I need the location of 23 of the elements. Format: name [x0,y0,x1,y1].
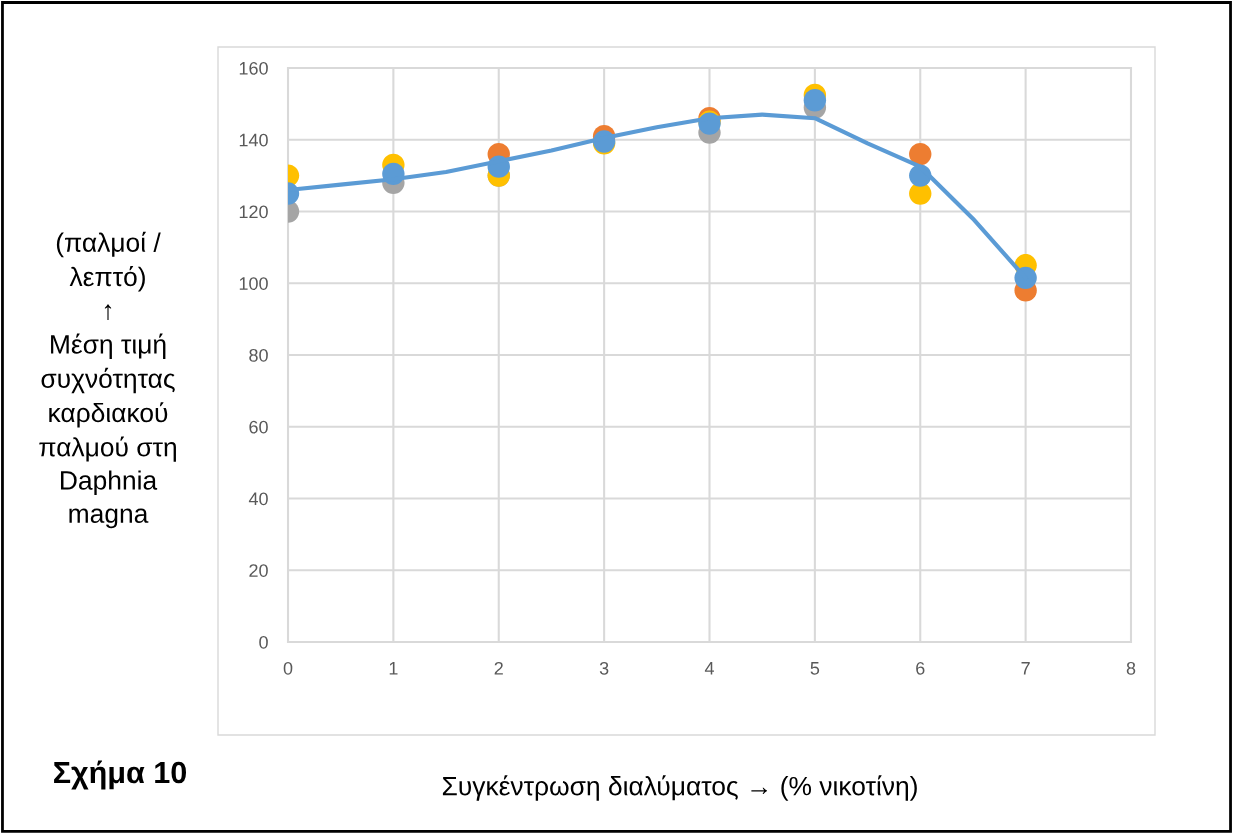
x-axis-title: Συγκέντρωση διαλύματος → (% νικοτίνη) [442,775,917,801]
y-tick-label: 120 [239,205,268,219]
x-tick-label: 5 [810,662,820,675]
x-tick-label: 8 [1126,661,1136,675]
text: (παλμοί / λεπτό) ↑ Μέση τιμή συχνότητας καρδιακού παλμού στη Daphnia magna [39,231,176,529]
point [803,89,827,112]
y-tick-label: 160 [239,61,268,75]
x-tick-label: 6 [916,661,925,675]
x-tick-label: 1 [389,662,398,675]
point [909,142,932,166]
x-tick-label: 2 [494,661,503,675]
y-tick-label: 60 [249,420,268,434]
y-tick-label: 80 [249,348,268,362]
text: Σχήμα 10 [54,760,187,790]
y-tick-label: 20 [249,564,268,577]
x-tick-label: 4 [704,662,714,675]
x-tick-label: 3 [599,661,609,675]
x-tick-label: 7 [1021,662,1030,675]
y-tick-label: 100 [239,277,268,290]
y-tick-label: 140 [239,133,268,147]
x-tick-label: 0 [283,661,293,675]
y-tick-label: 40 [248,492,268,506]
y-tick-label: 0 [259,635,268,649]
